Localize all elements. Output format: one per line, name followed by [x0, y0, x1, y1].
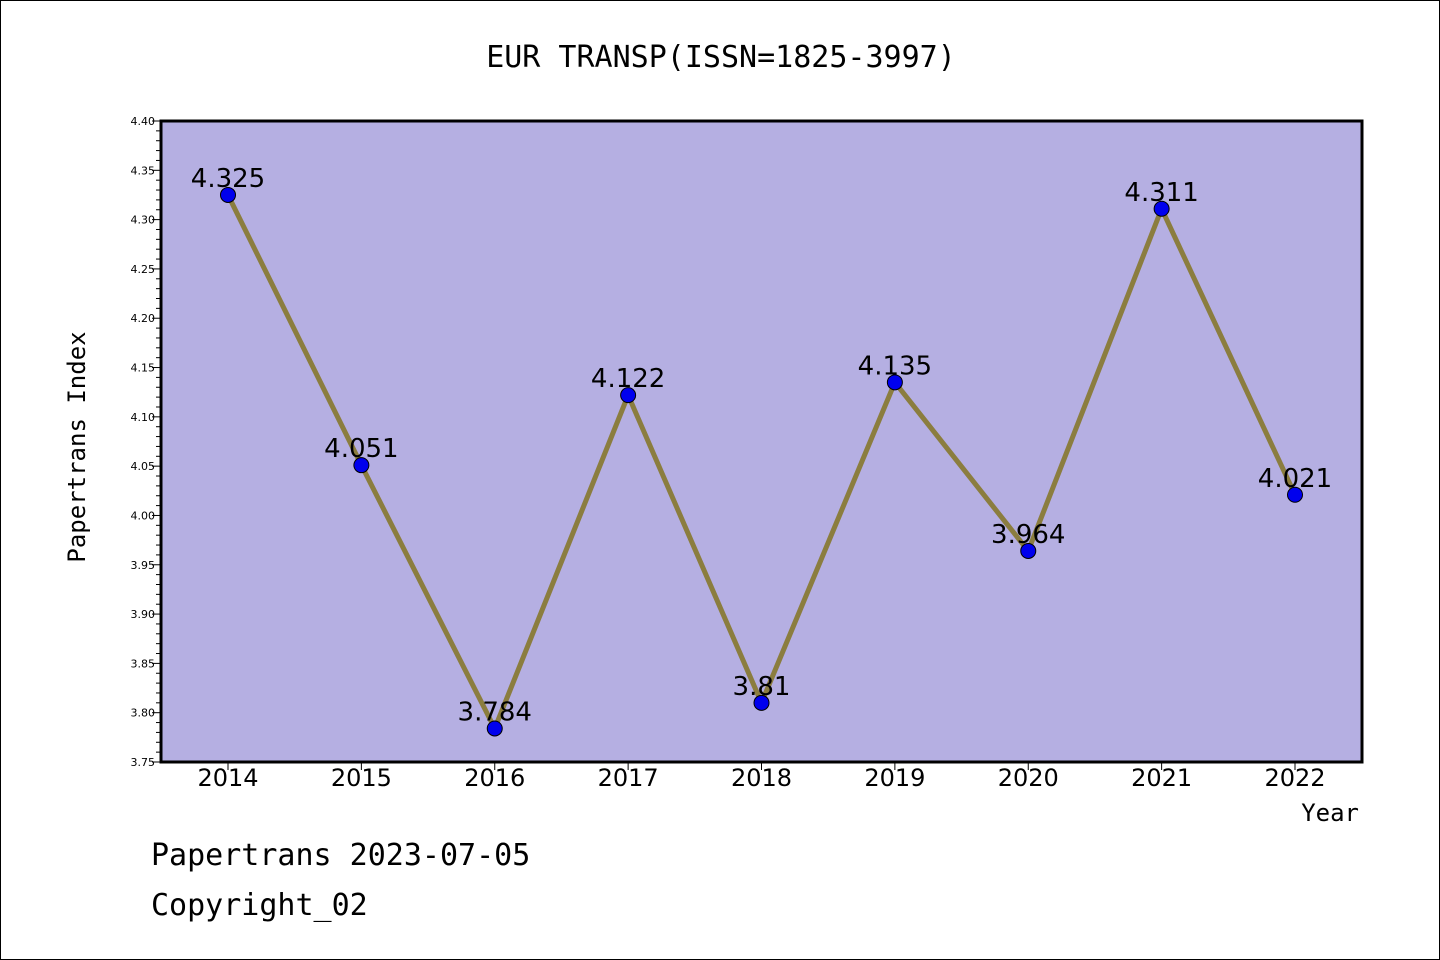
- y-tick-label: 4.20: [131, 312, 156, 325]
- data-point: [353, 457, 370, 474]
- y-tick-label: 4.40: [131, 115, 156, 128]
- x-tick-label: 2015: [331, 764, 392, 792]
- x-tick-label: 2020: [998, 764, 1059, 792]
- data-point: [1020, 542, 1037, 559]
- y-tick-label: 4.10: [131, 411, 156, 424]
- y-tick-label: 4.25: [131, 263, 156, 276]
- y-tick-label: 3.85: [131, 657, 156, 670]
- y-tick-label: 3.95: [131, 559, 156, 572]
- data-point: [1153, 200, 1170, 217]
- data-point: [886, 374, 903, 391]
- footer-date: Papertrans 2023-07-05: [151, 838, 530, 873]
- y-tick-label: 4.35: [131, 164, 156, 177]
- x-tick-label: 2014: [197, 764, 258, 792]
- data-point: [620, 387, 637, 404]
- y-tick-label: 4.05: [131, 460, 156, 473]
- y-tick-label: 4.00: [131, 509, 156, 522]
- data-label: 3.784: [458, 697, 532, 727]
- data-label: 4.135: [858, 351, 932, 381]
- plot-area: [161, 121, 1362, 762]
- x-tick-label: 2021: [1131, 764, 1192, 792]
- data-point: [486, 720, 503, 737]
- x-tick-label: 2019: [864, 764, 925, 792]
- data-label: 4.325: [191, 164, 265, 194]
- y-axis-label: Papertrans Index: [63, 331, 91, 562]
- data-label: 3.964: [991, 520, 1065, 550]
- y-tick-label: 4.30: [131, 214, 156, 227]
- x-tick-label: 2017: [598, 764, 659, 792]
- data-label: 3.81: [733, 672, 791, 702]
- data-label: 4.311: [1124, 178, 1198, 208]
- data-point: [753, 694, 770, 711]
- x-tick-label: 2022: [1264, 764, 1325, 792]
- data-label: 4.122: [591, 364, 665, 394]
- y-tick-label: 3.75: [131, 756, 156, 769]
- data-label: 4.021: [1258, 464, 1332, 494]
- x-tick-label: 2018: [731, 764, 792, 792]
- footer-copyright: Copyright_02: [151, 888, 368, 923]
- chart-title: EUR TRANSP(ISSN=1825-3997): [486, 40, 956, 75]
- x-axis-label: Year: [1301, 799, 1359, 827]
- y-tick-label: 4.15: [131, 362, 156, 375]
- data-point: [1287, 486, 1303, 503]
- data-label: 4.051: [324, 434, 398, 464]
- x-tick-label: 2016: [464, 764, 525, 792]
- data-point: [220, 186, 236, 203]
- y-tick-label: 3.90: [131, 608, 156, 621]
- plot-frame: [159, 119, 1364, 764]
- y-tick-label: 3.80: [131, 707, 156, 720]
